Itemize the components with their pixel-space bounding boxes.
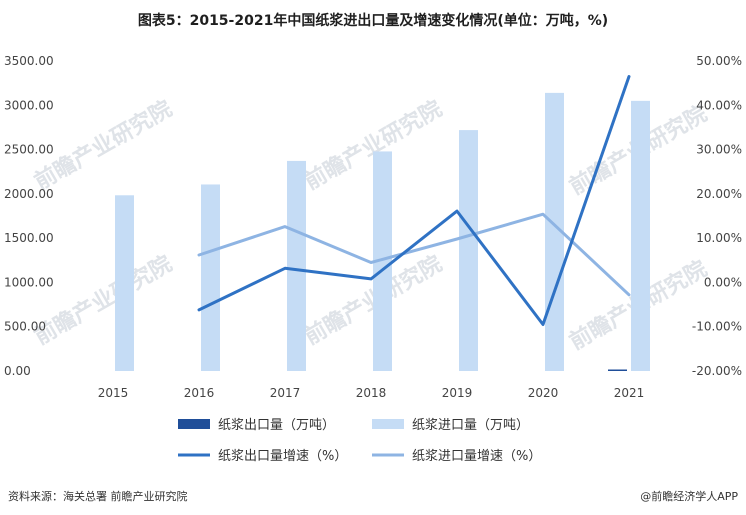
x-tick-label: 2017 (270, 386, 301, 400)
right-tick-label: 50.00% (696, 54, 742, 68)
left-tick-label: 2000.00 (4, 187, 54, 201)
lines-layer (197, 75, 631, 326)
right-tick-label: 40.00% (696, 98, 742, 112)
legend: 纸浆出口量（万吨） 纸浆进口量（万吨） 纸浆出口量增速（%） 纸浆进口量增速（%） (178, 418, 541, 464)
left-tick-label: 3500.00 (4, 54, 54, 68)
legend-label: 纸浆出口量（万吨） (218, 418, 335, 433)
right-tick-label: 0.00% (704, 275, 742, 289)
import-bar (201, 184, 220, 371)
right-tick-label: -10.00% (692, 320, 742, 334)
import-bar (115, 195, 134, 371)
right-tick-label: 10.00% (696, 231, 742, 245)
export-growth-line (197, 75, 631, 326)
legend-label: 纸浆进口量增速（%） (412, 449, 541, 464)
right-tick-label: 30.00% (696, 143, 742, 157)
bars-layer (115, 92, 650, 371)
left-tick-label: 3000.00 (4, 98, 54, 112)
x-tick-label: 2020 (528, 386, 559, 400)
x-tick-label: 2021 (614, 386, 645, 400)
legend-label: 纸浆出口量增速（%） (218, 449, 347, 464)
import-growth-line (197, 212, 631, 297)
export-bar (608, 369, 627, 371)
x-tick-label: 2015 (98, 386, 129, 400)
chart-title: 图表5：2015-2021年中国纸浆进出口量及增速变化情况(单位：万吨，%) (137, 13, 609, 29)
left-tick-label: 1500.00 (4, 231, 54, 245)
x-axis: 2015 2016 2017 2018 2019 2020 2021 (98, 386, 645, 400)
import-bar (287, 160, 306, 371)
x-tick-label: 2016 (184, 386, 215, 400)
left-tick-label: 500.00 (4, 320, 46, 334)
left-tick-label: 2500.00 (4, 143, 54, 157)
x-tick-label: 2019 (442, 386, 473, 400)
right-tick-label: -20.00% (692, 364, 742, 378)
left-tick-label: 0.00 (4, 364, 31, 378)
legend-label: 纸浆进口量（万吨） (412, 418, 529, 433)
import-bar (631, 100, 650, 371)
right-axis: -20.00% -10.00% 0.00% 10.00% 20.00% 30.00% 40.… (692, 54, 742, 378)
source-note: 资料来源：海关总署 前瞻产业研究院 (8, 490, 188, 503)
left-tick-label: 1000.00 (4, 275, 54, 289)
import-bar (459, 130, 478, 371)
legend-swatch (372, 419, 404, 429)
import-bar (373, 151, 392, 371)
legend-swatch (178, 419, 210, 429)
right-tick-label: 20.00% (696, 187, 742, 201)
brand-note: @前瞻经济学人APP (640, 490, 738, 503)
x-tick-label: 2018 (356, 386, 387, 400)
left-axis: 0.00 500.00 1000.00 1500.00 2000.00 2500.00 30… (4, 54, 54, 378)
watermark-text: 前瞻产业研究院 (30, 251, 176, 351)
